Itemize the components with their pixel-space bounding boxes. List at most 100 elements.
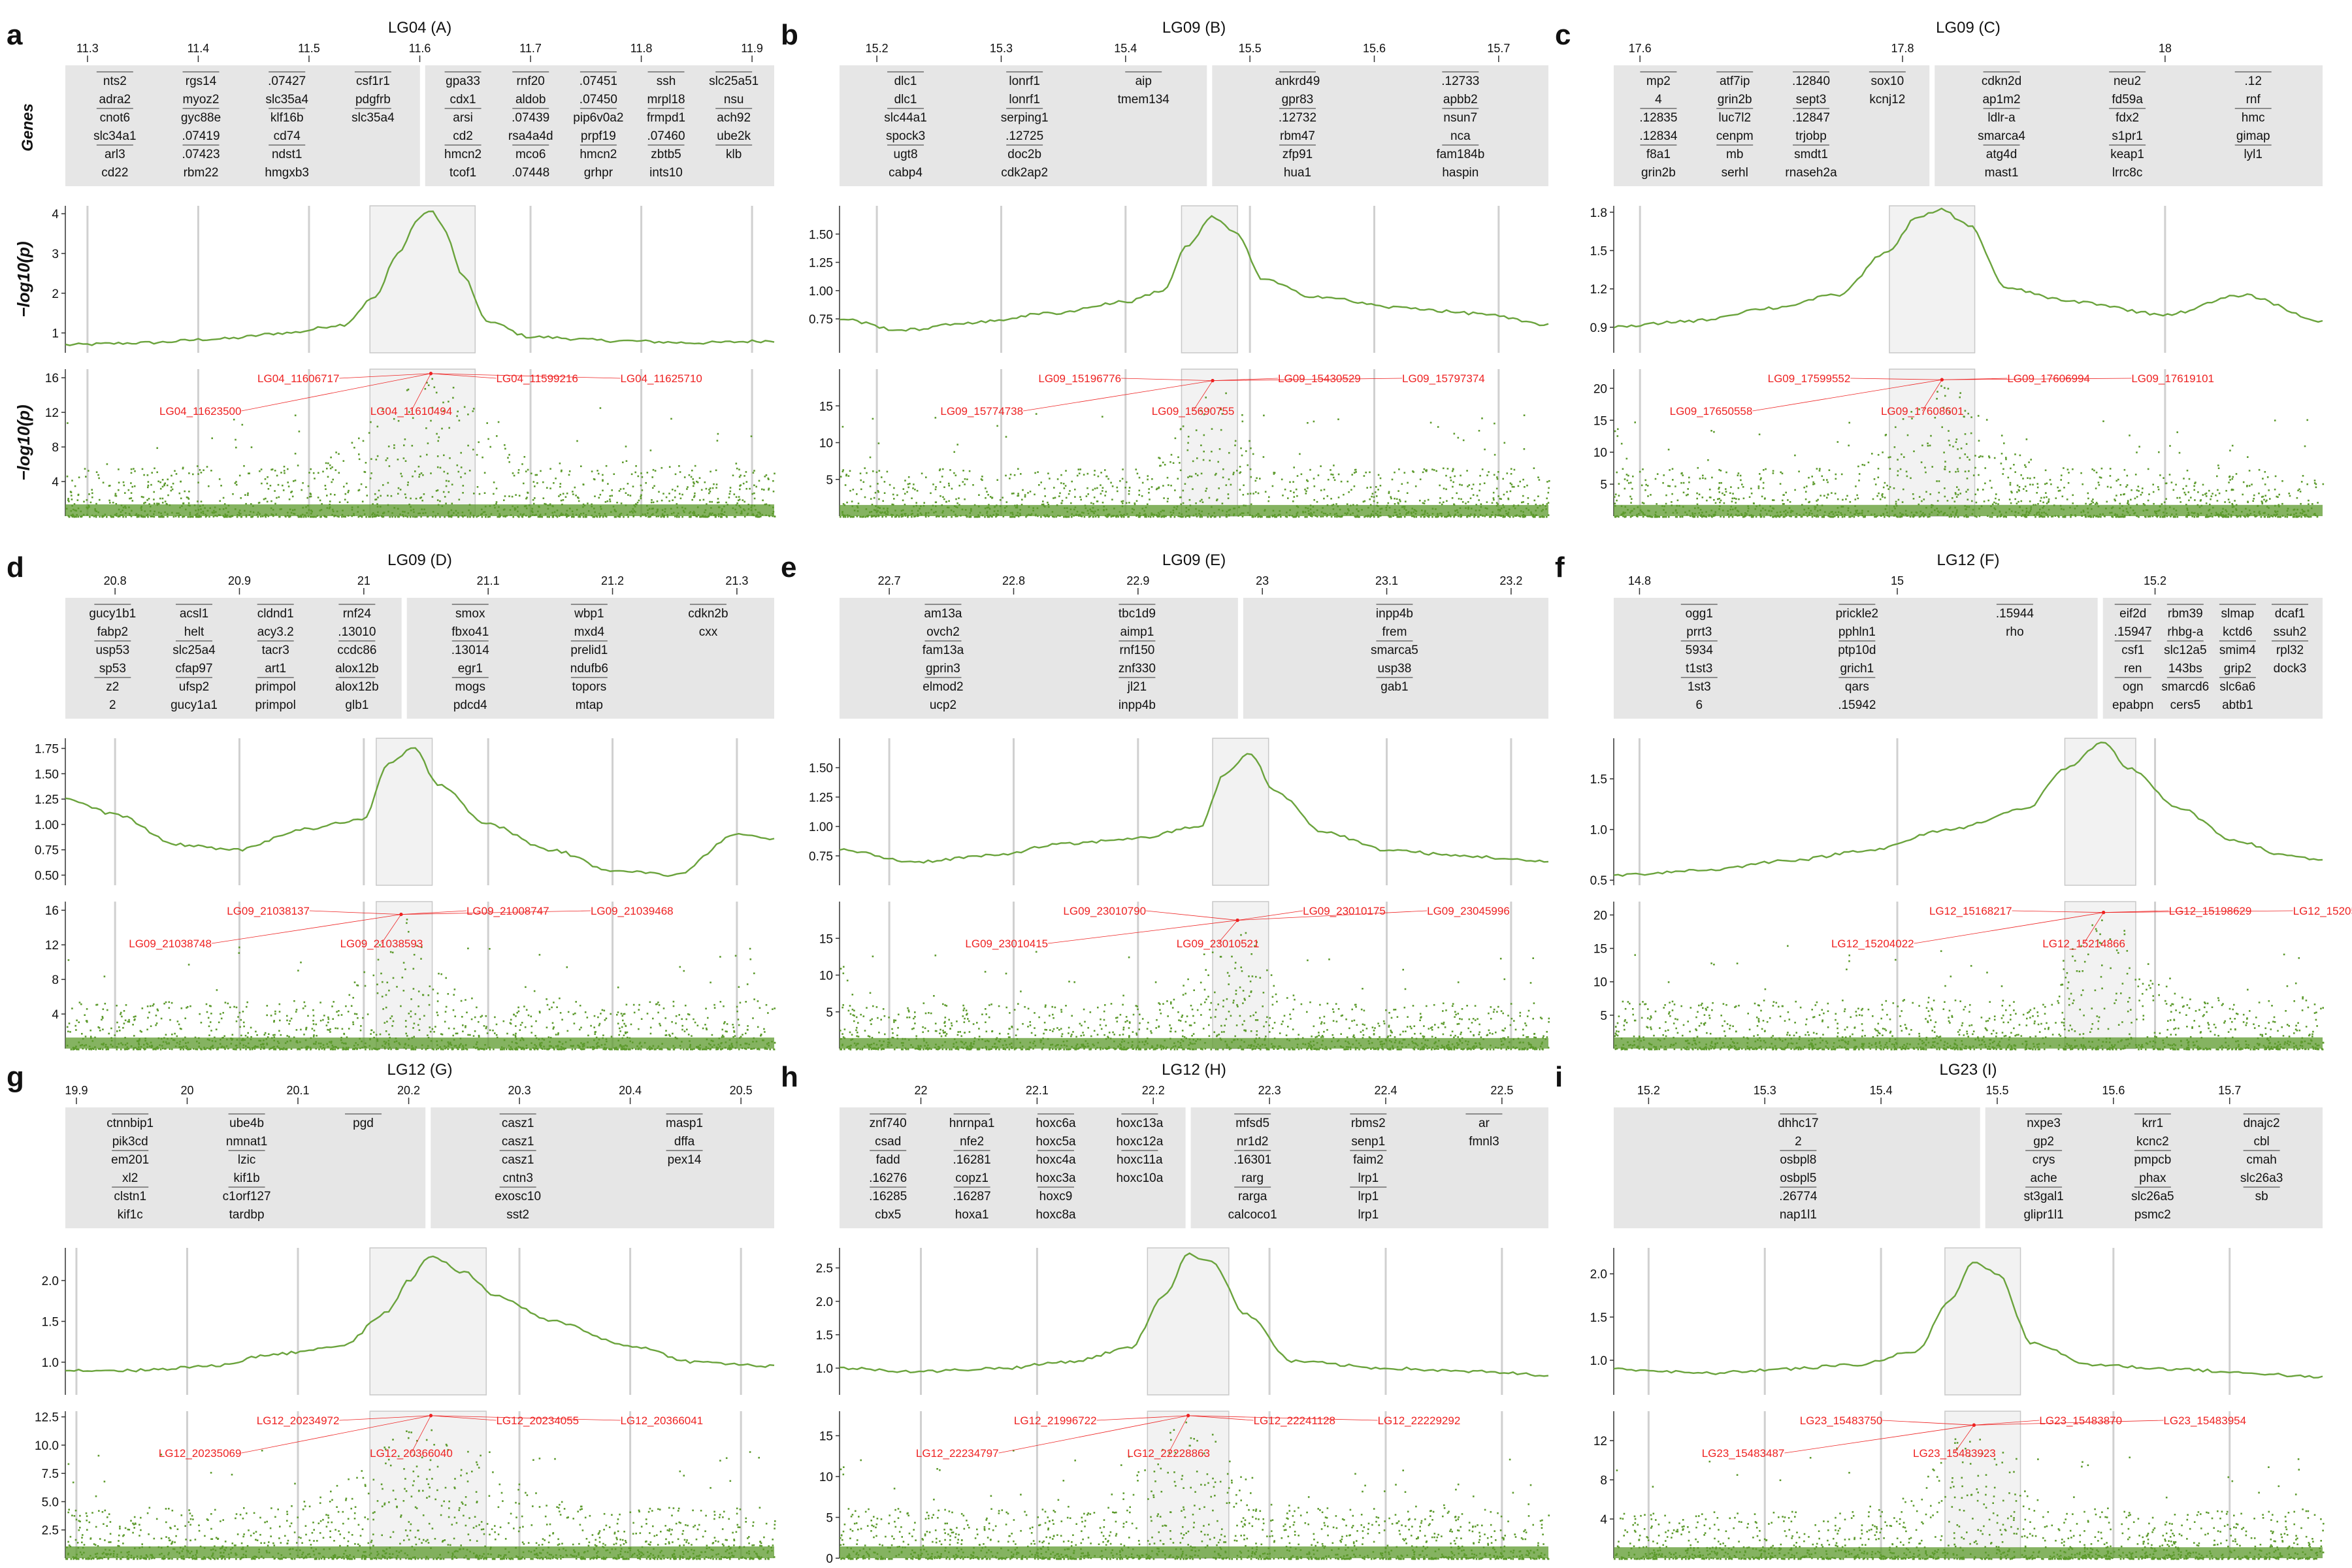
snp-point <box>1172 462 1175 464</box>
snp-point <box>1252 515 1254 518</box>
gene-label: grin2b <box>1641 166 1676 180</box>
snp-point <box>1217 461 1219 463</box>
snp-point <box>562 493 564 495</box>
snp-point <box>1443 515 1446 518</box>
snp-point <box>125 515 127 518</box>
snp-point <box>1895 426 1897 429</box>
snp-point <box>2231 444 2234 447</box>
snp-point <box>851 516 854 518</box>
snp-point <box>1024 496 1026 498</box>
gene-label: .12834 <box>1639 129 1678 143</box>
snp-point <box>653 485 655 487</box>
snp-point <box>131 485 133 488</box>
snp-label-leader <box>1921 380 1942 412</box>
snp-point <box>1509 516 1511 518</box>
snp-point <box>704 1024 706 1026</box>
snp-point <box>238 1011 241 1014</box>
gene-label: rsa4a4d <box>508 129 553 143</box>
snp-point <box>2308 499 2310 502</box>
snp-point <box>1972 474 1975 476</box>
snp-point <box>1803 486 1805 489</box>
snp-point <box>2017 500 2019 503</box>
snp-point <box>1240 447 1242 449</box>
snp-point <box>1718 482 1721 484</box>
snp-point <box>1047 501 1049 504</box>
snp-point <box>1398 468 1400 470</box>
snp-point <box>1138 494 1140 496</box>
snp-point <box>1136 472 1139 475</box>
gene-label: cd22 <box>101 166 128 180</box>
gene-label: tmem134 <box>1118 93 1170 106</box>
snp-point <box>625 460 628 462</box>
snp-point <box>652 468 655 471</box>
snp-point <box>525 497 527 500</box>
snp-point <box>164 482 166 485</box>
snp-point <box>939 468 941 470</box>
snp-point <box>930 492 932 495</box>
gene-label: rnf24 <box>343 607 372 621</box>
snp-point <box>294 414 297 417</box>
snp-point <box>88 470 90 472</box>
snp-point <box>1757 485 1760 487</box>
snp-point <box>1903 488 1904 491</box>
snp-point <box>711 487 714 489</box>
snp-point <box>1927 442 1929 444</box>
snp-point <box>233 418 235 421</box>
snp-point <box>874 515 877 518</box>
x-tick-label: 15.4 <box>1114 42 1137 55</box>
snp-point <box>301 516 302 518</box>
snp-point <box>1199 516 1201 518</box>
snp-point <box>1997 503 1999 505</box>
snp-point <box>448 515 450 518</box>
snp-point <box>740 474 742 476</box>
snp-point <box>363 971 365 973</box>
snp-point <box>1227 497 1230 499</box>
gene-label: hmcn2 <box>580 148 617 161</box>
gene-label: .07419 <box>182 129 220 143</box>
snp-point <box>914 515 917 517</box>
snp-point <box>1513 468 1516 471</box>
snp-point <box>2067 482 2070 484</box>
snp-point <box>764 476 766 478</box>
snp-point <box>1923 515 1925 517</box>
snp-point <box>223 503 226 505</box>
snp-point <box>2020 474 2022 476</box>
snp-point <box>260 515 262 518</box>
gene-label: kcnj12 <box>1869 93 1905 106</box>
snp-point <box>343 485 345 488</box>
snp-point <box>991 497 993 499</box>
snp-point <box>235 481 237 483</box>
snp-point <box>2019 454 2021 457</box>
snp-point <box>1394 471 1396 474</box>
snp-point <box>717 515 720 517</box>
gene-label: smdt1 <box>1794 148 1828 161</box>
snp-point <box>242 1021 245 1024</box>
snp-point <box>1669 469 1671 471</box>
snp-point <box>83 500 85 503</box>
snp-point <box>429 1030 432 1033</box>
snp-point <box>627 483 629 485</box>
snp-point <box>1698 493 1701 496</box>
snp-point <box>1759 478 1761 481</box>
snp-point <box>530 1015 532 1018</box>
snp-point <box>633 1011 636 1014</box>
snp-point <box>2058 516 2060 518</box>
snp-point <box>1192 460 1194 463</box>
snp-point <box>655 1048 657 1051</box>
snp-point <box>1877 468 1880 470</box>
snp-point <box>1618 515 1620 518</box>
snp-point <box>368 432 370 434</box>
snp-point <box>1161 515 1164 517</box>
snp-point <box>1616 499 1618 502</box>
snp-point <box>2095 471 2098 474</box>
snp-point <box>1168 484 1169 486</box>
snp-point <box>130 497 133 499</box>
gene-label: fbxo41 <box>451 625 489 639</box>
snp-point <box>2059 489 2061 492</box>
snp-point <box>130 468 133 470</box>
snp-point <box>2264 515 2266 518</box>
snp-point <box>1851 515 1854 517</box>
snp-point <box>1882 451 1884 453</box>
x-tick-label: 11.3 <box>76 42 99 55</box>
snp-point <box>293 480 295 482</box>
